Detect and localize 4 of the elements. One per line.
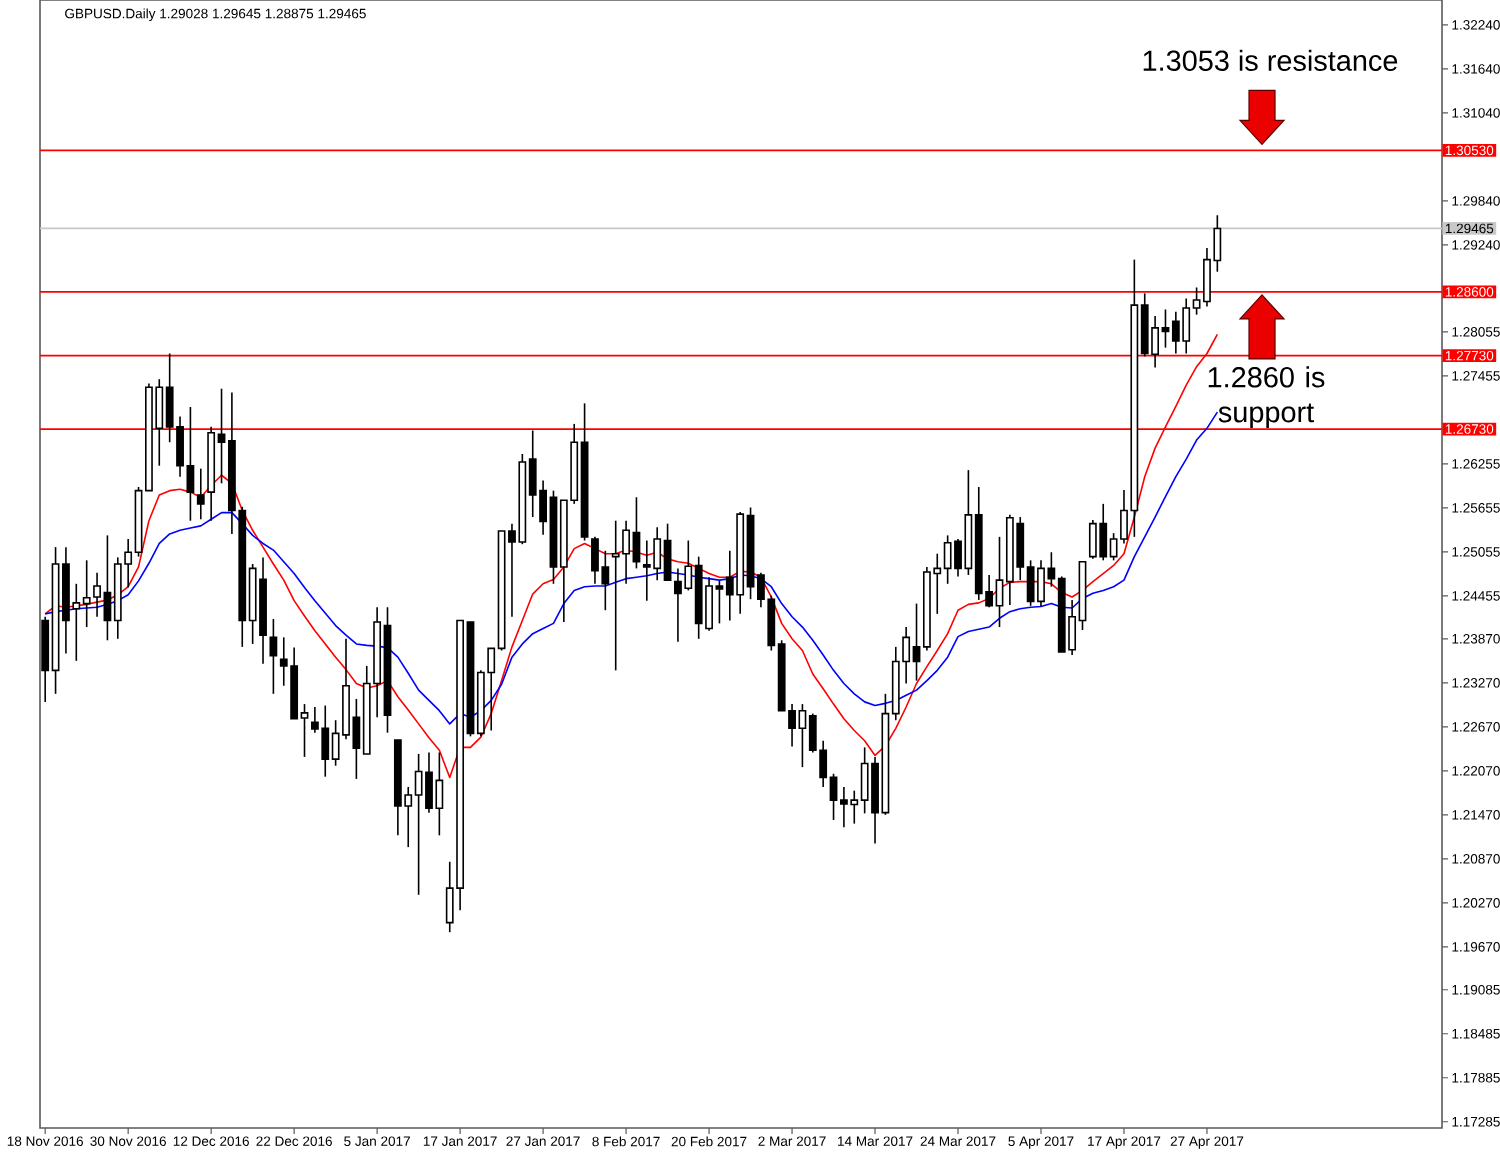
annotation: 1.2860 is support [1208, 366, 1325, 429]
candlestick [269, 618, 278, 695]
annotation: 1.3053 is resistance [1143, 49, 1398, 71]
candlestick [196, 467, 205, 521]
